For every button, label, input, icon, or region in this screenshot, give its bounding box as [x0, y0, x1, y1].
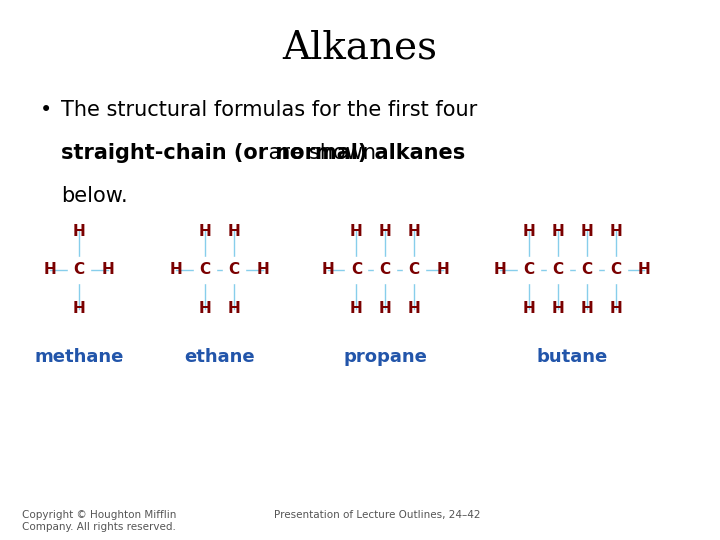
- Text: C: C: [408, 262, 420, 278]
- Text: C: C: [523, 262, 535, 278]
- Text: ethane: ethane: [184, 348, 255, 366]
- Text: H: H: [199, 224, 212, 239]
- Text: H: H: [321, 262, 334, 278]
- Text: C: C: [379, 262, 391, 278]
- Text: H: H: [379, 301, 392, 316]
- Text: propane: propane: [343, 348, 427, 366]
- Text: butane: butane: [537, 348, 608, 366]
- Text: straight-chain (or normal) alkanes: straight-chain (or normal) alkanes: [61, 143, 465, 163]
- Text: H: H: [228, 301, 240, 316]
- Text: H: H: [73, 224, 86, 239]
- Text: H: H: [494, 262, 507, 278]
- Text: H: H: [552, 301, 564, 316]
- Text: Copyright © Houghton Mifflin
Company. All rights reserved.: Copyright © Houghton Mifflin Company. Al…: [22, 510, 176, 532]
- Text: H: H: [408, 224, 420, 239]
- Text: H: H: [102, 262, 114, 278]
- Text: C: C: [610, 262, 621, 278]
- Text: H: H: [228, 224, 240, 239]
- Text: H: H: [523, 224, 536, 239]
- Text: H: H: [199, 301, 212, 316]
- Text: H: H: [73, 301, 86, 316]
- Text: H: H: [379, 224, 392, 239]
- Text: Alkanes: Alkanes: [282, 30, 438, 67]
- Text: H: H: [350, 301, 363, 316]
- Text: The structural formulas for the first four: The structural formulas for the first fo…: [61, 100, 477, 120]
- Text: H: H: [609, 224, 622, 239]
- Text: H: H: [44, 262, 57, 278]
- Text: H: H: [350, 224, 363, 239]
- Text: C: C: [581, 262, 593, 278]
- Text: C: C: [199, 262, 211, 278]
- Text: H: H: [408, 301, 420, 316]
- Text: H: H: [609, 301, 622, 316]
- Text: H: H: [256, 262, 269, 278]
- Text: H: H: [638, 262, 651, 278]
- Text: H: H: [552, 224, 564, 239]
- Text: are shown: are shown: [262, 143, 376, 163]
- Text: H: H: [580, 224, 593, 239]
- Text: Presentation of Lecture Outlines, 24–42: Presentation of Lecture Outlines, 24–42: [274, 510, 480, 521]
- Text: H: H: [170, 262, 183, 278]
- Text: •: •: [40, 100, 52, 120]
- Text: C: C: [228, 262, 240, 278]
- Text: H: H: [580, 301, 593, 316]
- Text: H: H: [523, 301, 536, 316]
- Text: below.: below.: [61, 186, 128, 206]
- Text: H: H: [436, 262, 449, 278]
- Text: C: C: [552, 262, 564, 278]
- Text: C: C: [351, 262, 362, 278]
- Text: C: C: [73, 262, 85, 278]
- Text: methane: methane: [35, 348, 124, 366]
